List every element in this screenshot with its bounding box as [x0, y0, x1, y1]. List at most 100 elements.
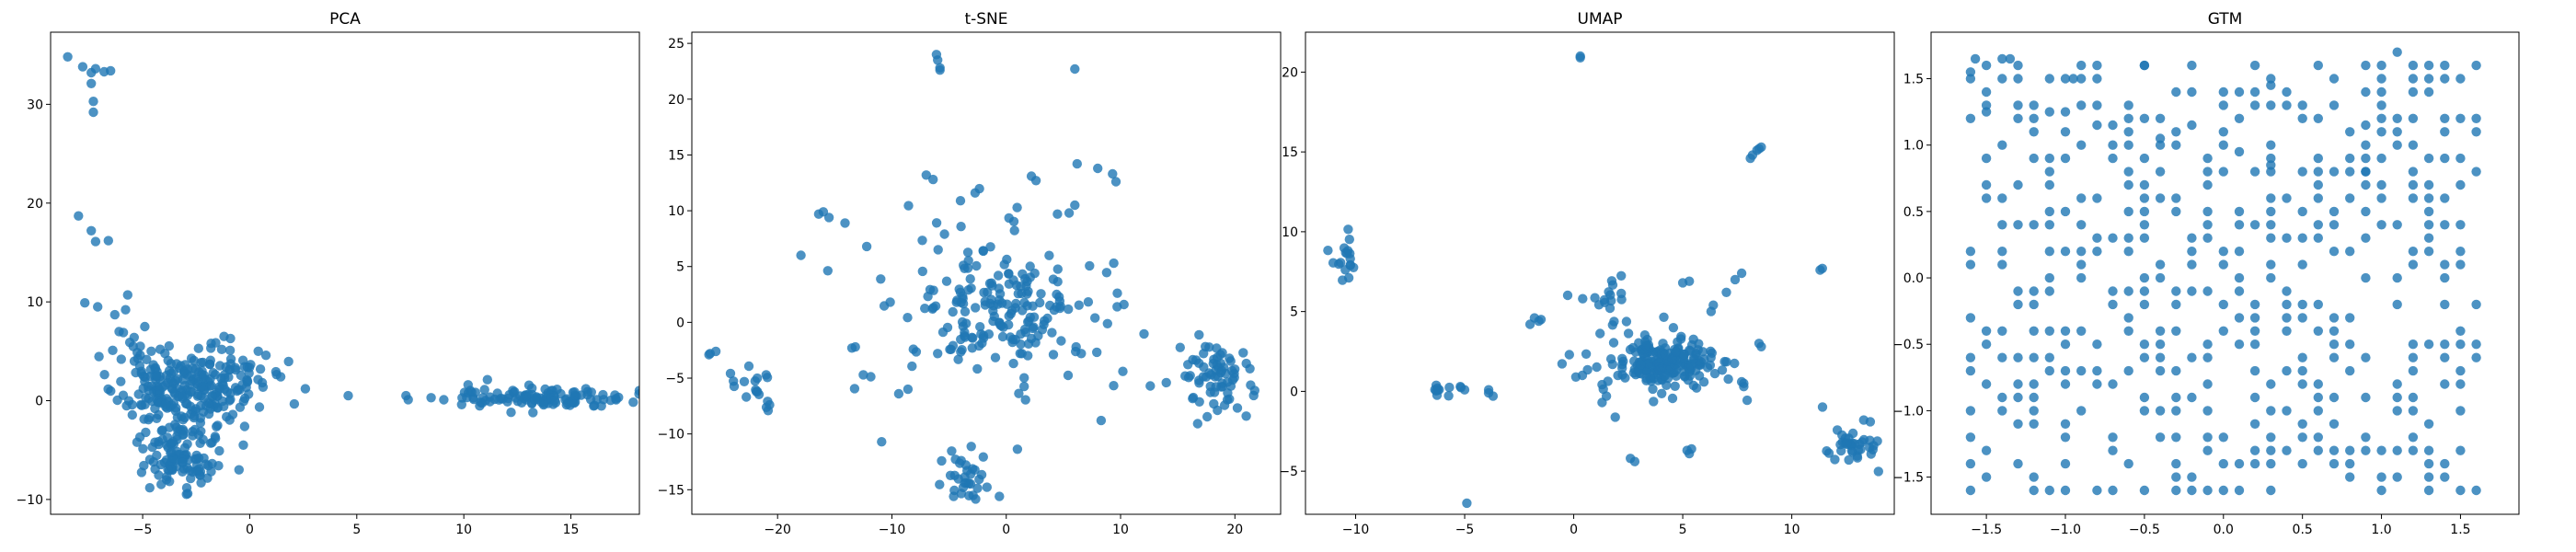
scatter-point: [2155, 432, 2166, 443]
scatter-point: [1048, 274, 1059, 284]
scatter-point: [2171, 406, 2181, 416]
scatter-point: [2329, 339, 2340, 350]
scatter-point: [2029, 326, 2039, 336]
scatter-point: [2155, 193, 2166, 203]
scatter-point: [2060, 74, 2071, 84]
scatter-point: [1535, 315, 1547, 325]
scatter-point: [2361, 179, 2371, 190]
scatter-point: [849, 384, 860, 394]
scatter-point: [88, 107, 98, 118]
scatter-point: [239, 421, 250, 431]
scatter-point: [463, 380, 473, 390]
scatter-point: [982, 482, 993, 492]
scatter-point: [121, 305, 131, 315]
scatter-point: [2329, 392, 2340, 403]
scatter-point: [426, 393, 436, 403]
scatter-point: [2013, 379, 2023, 389]
scatter-point: [193, 343, 203, 353]
scatter-point: [343, 390, 353, 401]
scatter-point: [2345, 472, 2355, 482]
scatter-point: [1232, 403, 1243, 413]
scatter-point: [972, 483, 983, 493]
scatter-point: [937, 327, 949, 338]
scatter-point: [2297, 419, 2307, 429]
scatter-point: [2155, 133, 2166, 144]
scatter-point: [2171, 365, 2181, 376]
scatter-point: [1981, 445, 1992, 455]
scatter-point: [2455, 113, 2466, 123]
scatter-point: [2345, 458, 2355, 469]
scatter-point: [2155, 352, 2166, 362]
scatter-point: [1344, 235, 1355, 245]
x-tick-label: −5: [1455, 523, 1475, 537]
scatter-point: [2234, 286, 2245, 296]
scatter-point: [2029, 485, 2039, 496]
scatter-point: [185, 466, 195, 476]
scatter-point: [1981, 153, 1992, 164]
scatter-point: [2440, 113, 2450, 123]
scatter-point: [1997, 392, 2007, 403]
y-tick-label: 0: [1290, 385, 1298, 399]
scatter-point: [2423, 153, 2434, 164]
scatter-point: [2249, 419, 2260, 429]
scatter-point: [2187, 472, 2197, 482]
y-tick-label: −10: [16, 493, 43, 508]
scatter-point: [2171, 326, 2181, 336]
scatter-point: [2234, 339, 2245, 350]
x-tick-label: 0: [1570, 523, 1578, 537]
scatter-point: [2440, 153, 2450, 164]
scatter-point: [2249, 458, 2260, 469]
scatter-point: [1229, 373, 1239, 383]
scatter-point: [1621, 316, 1632, 327]
scatter-point: [2329, 326, 2340, 336]
scatter-point: [993, 270, 1004, 281]
scatter-point: [2155, 365, 2166, 376]
scatter-point: [2376, 153, 2386, 164]
scatter-point: [1071, 346, 1081, 357]
scatter-point: [2313, 445, 2323, 455]
scatter-point: [941, 276, 952, 286]
scatter-point: [2392, 379, 2402, 389]
scatter-point: [1643, 359, 1653, 369]
scatter-point: [191, 459, 202, 470]
scatter-point: [2345, 167, 2355, 177]
scatter-point: [2471, 299, 2481, 310]
scatter-point: [2266, 153, 2276, 164]
scatter-point: [136, 400, 147, 410]
scatter-point: [2044, 153, 2054, 164]
scatter-point: [124, 338, 135, 348]
scatter-point: [1997, 406, 2007, 416]
x-tick-label: −10: [879, 523, 906, 537]
scatter-point: [1009, 225, 1019, 236]
scatter-point: [985, 242, 995, 252]
scatter-point: [2440, 299, 2450, 310]
scatter-point: [2123, 326, 2133, 336]
scatter-point: [752, 373, 763, 384]
scatter-point: [1965, 313, 1976, 323]
scatter-point: [611, 394, 621, 404]
scatter-point: [2266, 272, 2276, 283]
scatter-point: [1865, 417, 1876, 427]
scatter-point: [647, 406, 656, 415]
scatter-point: [2423, 233, 2434, 243]
scatter-point: [1670, 381, 1680, 391]
scatter-point: [1102, 318, 1113, 328]
scatter-point: [1981, 107, 1992, 117]
scatter-point: [2471, 113, 2481, 123]
scatter-point: [1708, 300, 1719, 310]
scatter-point: [2234, 86, 2245, 98]
scatter-point: [86, 225, 97, 236]
x-tick-label: −20: [764, 523, 791, 537]
scatter-point: [2266, 206, 2276, 217]
scatter-point: [1064, 208, 1075, 218]
scatter-point: [2108, 140, 2118, 150]
scatter-point: [2202, 379, 2213, 389]
scatter-point: [482, 374, 492, 385]
x-tick-label: 5: [1679, 523, 1687, 537]
scatter-point: [2313, 167, 2323, 177]
scatter-point: [2440, 193, 2450, 203]
scatter-point: [180, 398, 191, 408]
y-tick-label: −10: [657, 428, 684, 443]
scatter-point: [2076, 272, 2087, 283]
scatter-point: [951, 297, 961, 307]
